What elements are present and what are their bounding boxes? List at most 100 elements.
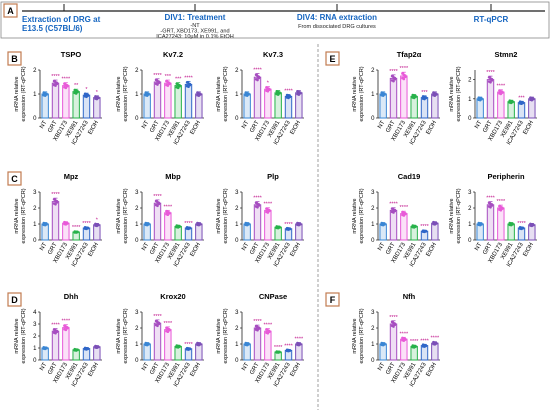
data-point	[63, 82, 66, 85]
bar-xbd173	[164, 82, 172, 119]
data-point	[393, 208, 397, 212]
x-tick-label: GRT	[482, 242, 494, 256]
data-point	[477, 96, 481, 99]
chart-title: CNPase	[259, 292, 287, 301]
significance-label: ****	[400, 205, 409, 211]
bar-xbd173	[400, 213, 408, 241]
y-axis-label: mRNA relative	[352, 318, 358, 353]
data-point	[393, 76, 397, 80]
y-tick-label: 3	[235, 190, 239, 196]
significance-label: *	[96, 90, 99, 96]
step-4-title: RT-qPCR	[474, 15, 509, 24]
significance-label: *	[267, 81, 270, 87]
y-axis-label: mRNA relative	[14, 318, 20, 353]
y-axis-label: expression (RT-qPCR)	[359, 308, 365, 363]
y-tick-label: 1	[33, 346, 37, 352]
y-tick-label: 0	[468, 116, 472, 122]
y-tick-label: 0	[135, 238, 139, 244]
data-point	[275, 89, 279, 93]
chart-cnpase: CNPase mRNA relative expression (RT-qPCR) 0…	[216, 292, 304, 388]
data-point	[296, 341, 299, 345]
y-tick-label: 2	[468, 206, 472, 212]
data-point	[500, 90, 504, 94]
data-point	[414, 344, 417, 348]
data-point	[55, 329, 59, 333]
bar-etoh	[431, 342, 439, 361]
data-point	[393, 322, 397, 325]
data-point	[489, 80, 492, 84]
y-tick-label: 1	[235, 92, 239, 98]
x-tick-label: NT	[474, 120, 483, 130]
y-tick-label: 2	[235, 206, 239, 212]
data-point	[298, 91, 302, 94]
data-point	[434, 341, 438, 345]
data-point	[196, 341, 199, 345]
significance-label: ****	[153, 194, 162, 200]
y-tick-label: 1	[371, 92, 375, 98]
significance-label: ****	[153, 73, 162, 79]
data-point	[166, 330, 170, 334]
bar-xe991	[174, 85, 182, 119]
bar-grt	[51, 330, 60, 361]
data-point	[265, 207, 268, 210]
bar-xbd173	[62, 222, 70, 241]
chart-title: Peripherin	[487, 172, 525, 181]
y-tick-label: 3	[468, 190, 472, 196]
data-point	[254, 201, 258, 204]
significance-label: **	[74, 83, 79, 89]
bar-nt	[143, 93, 151, 119]
chart-title: Cad19	[398, 172, 421, 181]
data-point	[55, 199, 59, 203]
significance-label: ****	[184, 75, 193, 81]
x-tick-label: NT	[474, 242, 483, 252]
data-point	[178, 83, 181, 87]
data-point	[490, 77, 494, 81]
data-point	[86, 226, 90, 230]
data-point	[247, 222, 250, 226]
data-point	[247, 92, 250, 96]
y-tick-label: 0	[235, 358, 239, 364]
y-tick-label: 0	[33, 116, 37, 122]
y-tick-label: 3	[235, 310, 239, 316]
y-tick-label: 0	[371, 358, 375, 364]
data-point	[176, 86, 180, 90]
data-point	[421, 343, 425, 347]
data-point	[267, 87, 271, 91]
data-point	[412, 96, 416, 100]
y-tick-label: 2	[135, 68, 139, 74]
data-point	[487, 201, 491, 204]
y-tick-label: 1	[33, 92, 37, 98]
data-point	[287, 96, 290, 100]
x-tick-label: EtOH	[426, 120, 439, 136]
significance-label: ****	[62, 319, 71, 325]
data-point	[381, 94, 385, 97]
bar-xe991	[507, 101, 515, 119]
y-axis-label: expression (RT-qPCR)	[456, 188, 462, 243]
chart-title: Mbp	[165, 172, 181, 181]
y-axis-label: mRNA relative	[449, 76, 455, 111]
significance-label: ****	[62, 77, 71, 83]
significance-label: ****	[295, 337, 304, 343]
data-point	[432, 91, 435, 94]
data-point	[278, 225, 281, 229]
data-point	[188, 226, 192, 230]
x-tick-label: EtOH	[290, 362, 303, 378]
y-tick-label: 0	[235, 238, 239, 244]
data-point	[498, 89, 501, 92]
timeline: A Extraction of DRG at E13.5 (C57BL/6) D…	[0, 1, 550, 40]
chart-peripherin: Peripherin mRNA relative expression (RT-qP…	[449, 172, 537, 268]
data-point	[500, 206, 504, 209]
data-point	[45, 346, 48, 350]
data-point	[76, 90, 79, 93]
data-point	[65, 221, 69, 225]
y-tick-label: 1	[468, 222, 472, 228]
chart-mbp: Mbp mRNA relative expression (RT-qPCR) 0 1 2 3…	[116, 172, 204, 268]
bar-nt	[379, 93, 387, 119]
data-point	[86, 347, 90, 350]
bar-grt	[153, 81, 162, 119]
data-point	[178, 224, 181, 228]
x-tick-label: GRT	[149, 362, 161, 376]
bar-xbd173	[62, 85, 70, 119]
data-point	[392, 79, 395, 83]
significance-label: *	[85, 87, 88, 93]
